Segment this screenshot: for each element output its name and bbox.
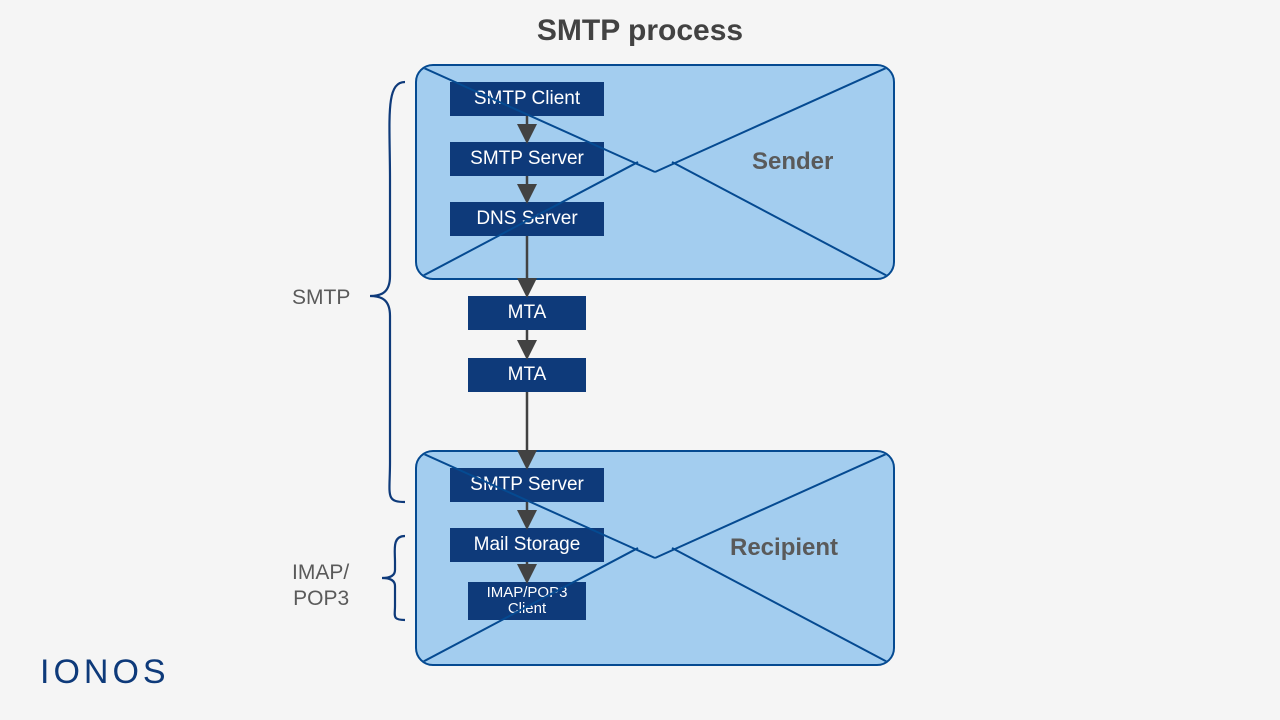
node-dns-server: DNS Server (450, 202, 604, 236)
diagram-title: SMTP process (0, 14, 1280, 48)
node-imap-client: IMAP/POP3 Client (468, 582, 586, 620)
smtp-protocol-label: SMTP (292, 286, 350, 310)
node-smtp-server-s: SMTP Server (450, 142, 604, 176)
node-mta-2: MTA (468, 358, 586, 392)
ionos-logo: IONOS (40, 653, 170, 692)
node-smtp-client: SMTP Client (450, 82, 604, 116)
node-mail-storage: Mail Storage (450, 528, 604, 562)
imap-protocol-label: IMAP/ POP3 (292, 560, 349, 613)
recipient-label: Recipient (730, 534, 838, 562)
node-mta-1: MTA (468, 296, 586, 330)
node-smtp-server-r: SMTP Server (450, 468, 604, 502)
sender-label: Sender (752, 148, 833, 176)
